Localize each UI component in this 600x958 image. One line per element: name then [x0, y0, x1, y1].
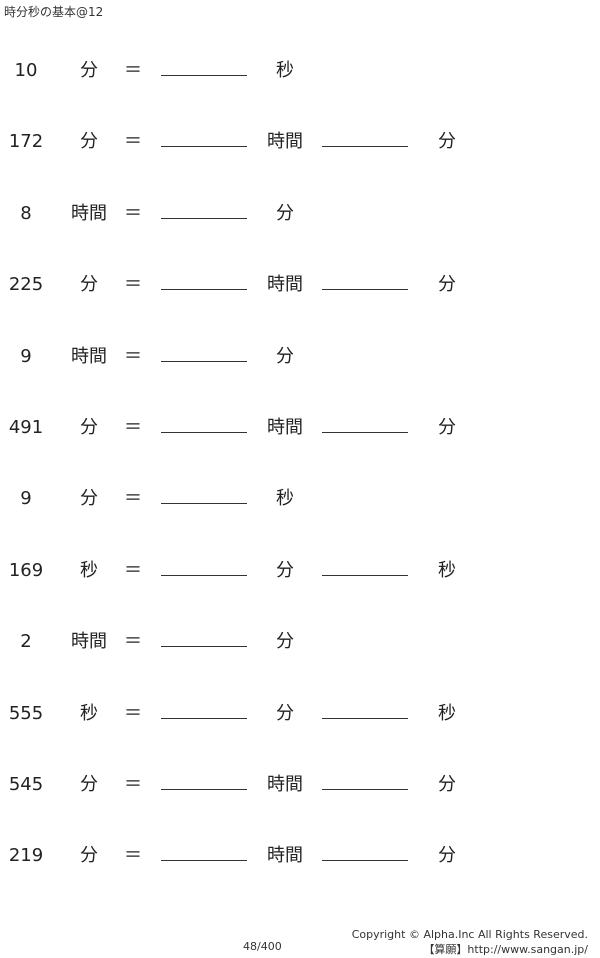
- equals-sign: ＝: [124, 345, 142, 367]
- answer-unit-1: 分: [276, 345, 294, 367]
- equals-sign: ＝: [124, 202, 142, 224]
- answer-blank-2[interactable]: [322, 789, 408, 790]
- problem-number: 8: [20, 202, 32, 224]
- problem-row: 545 分 ＝ 時間 分: [0, 770, 600, 800]
- answer-unit-1: 分: [276, 559, 294, 581]
- problem-number: 555: [8, 702, 44, 724]
- worksheet-title: 時分秒の基本@12: [4, 5, 104, 19]
- given-unit: 時間: [71, 202, 107, 224]
- problem-row: 491 分 ＝ 時間 分: [0, 413, 600, 443]
- copyright-text: Copyright © Alpha.Inc All Rights Reserve…: [351, 928, 588, 941]
- answer-blank-1[interactable]: [161, 217, 247, 219]
- answer-unit-2: 分: [438, 845, 456, 867]
- given-unit: 分: [80, 845, 98, 867]
- given-unit: 分: [80, 131, 98, 153]
- answer-blank-2[interactable]: [322, 146, 408, 148]
- answer-unit-1: 時間: [267, 774, 303, 795]
- equals-sign: ＝: [124, 274, 142, 296]
- answer-blank-1[interactable]: [161, 574, 247, 576]
- equals-sign: ＝: [124, 631, 142, 653]
- given-unit: 分: [80, 774, 98, 795]
- answer-unit-2: 秒: [438, 702, 456, 724]
- answer-blank-1[interactable]: [161, 789, 247, 790]
- problem-number: 9: [20, 488, 32, 510]
- equals-sign: ＝: [124, 774, 142, 795]
- answer-blank-2[interactable]: [322, 574, 408, 576]
- page-number: 48/400: [243, 940, 282, 953]
- problem-row: 9 時間 ＝ 分: [0, 342, 600, 372]
- answer-blank-2[interactable]: [322, 432, 408, 433]
- problem-row: 172 分 ＝ 時間 分: [0, 127, 600, 157]
- given-unit: 時間: [71, 345, 107, 367]
- answer-blank-1[interactable]: [161, 717, 247, 719]
- answer-unit-1: 分: [276, 631, 294, 653]
- problem-row: 8 時間 ＝ 分: [0, 199, 600, 229]
- problem-row: 169 秒 ＝ 分 秒: [0, 556, 600, 586]
- problem-row: 2 時間 ＝ 分: [0, 627, 600, 657]
- problem-number: 491: [8, 417, 44, 438]
- problem-row: 9 分 ＝ 秒: [0, 484, 600, 514]
- problem-row: 555 秒 ＝ 分 秒: [0, 699, 600, 729]
- answer-unit-2: 分: [438, 417, 456, 438]
- answer-unit-2: 分: [438, 274, 456, 296]
- answer-unit-2: 分: [438, 131, 456, 153]
- given-unit: 時間: [71, 631, 107, 653]
- answer-unit-1: 時間: [267, 845, 303, 867]
- answer-blank-1[interactable]: [161, 146, 247, 148]
- answer-unit-1: 秒: [276, 488, 294, 510]
- problem-row: 219 分 ＝ 時間 分: [0, 841, 600, 871]
- answer-blank-2[interactable]: [322, 717, 408, 719]
- given-unit: 分: [80, 60, 98, 81]
- answer-blank-1[interactable]: [161, 432, 247, 433]
- answer-blank-1[interactable]: [161, 860, 247, 862]
- problem-number: 10: [14, 60, 38, 81]
- equals-sign: ＝: [124, 417, 142, 438]
- answer-unit-2: 分: [438, 774, 456, 795]
- given-unit: 分: [80, 274, 98, 296]
- copyright-block: Copyright © Alpha.Inc All Rights Reserve…: [352, 927, 588, 957]
- given-unit: 秒: [80, 559, 98, 581]
- equals-sign: ＝: [124, 702, 142, 724]
- equals-sign: ＝: [124, 488, 142, 510]
- answer-blank-2[interactable]: [322, 860, 408, 862]
- problem-number: 9: [20, 345, 32, 367]
- answer-unit-1: 時間: [267, 417, 303, 438]
- equals-sign: ＝: [124, 60, 142, 81]
- answer-blank-1[interactable]: [161, 360, 247, 362]
- problem-row: 225 分 ＝ 時間 分: [0, 270, 600, 300]
- given-unit: 分: [80, 417, 98, 438]
- problem-number: 169: [8, 559, 44, 581]
- answer-unit-1: 時間: [267, 274, 303, 296]
- answer-blank-2[interactable]: [322, 289, 408, 291]
- answer-blank-1[interactable]: [161, 646, 247, 648]
- problem-number: 225: [8, 274, 44, 296]
- answer-blank-1[interactable]: [161, 289, 247, 291]
- answer-unit-1: 秒: [276, 60, 294, 81]
- problem-number: 2: [20, 631, 32, 653]
- answer-unit-1: 分: [276, 202, 294, 224]
- answer-unit-2: 秒: [438, 559, 456, 581]
- given-unit: 秒: [80, 702, 98, 724]
- problem-row: 10 分 ＝ 秒: [0, 56, 600, 86]
- equals-sign: ＝: [124, 845, 142, 867]
- given-unit: 分: [80, 488, 98, 510]
- answer-unit-1: 時間: [267, 131, 303, 153]
- problem-number: 172: [8, 131, 44, 153]
- equals-sign: ＝: [124, 131, 142, 153]
- site-url: 【算願】http://www.sangan.jp/: [423, 943, 588, 956]
- problem-number: 219: [8, 845, 44, 867]
- answer-blank-1[interactable]: [161, 75, 247, 76]
- answer-blank-1[interactable]: [161, 503, 247, 505]
- answer-unit-1: 分: [276, 702, 294, 724]
- equals-sign: ＝: [124, 559, 142, 581]
- problem-number: 545: [8, 774, 44, 795]
